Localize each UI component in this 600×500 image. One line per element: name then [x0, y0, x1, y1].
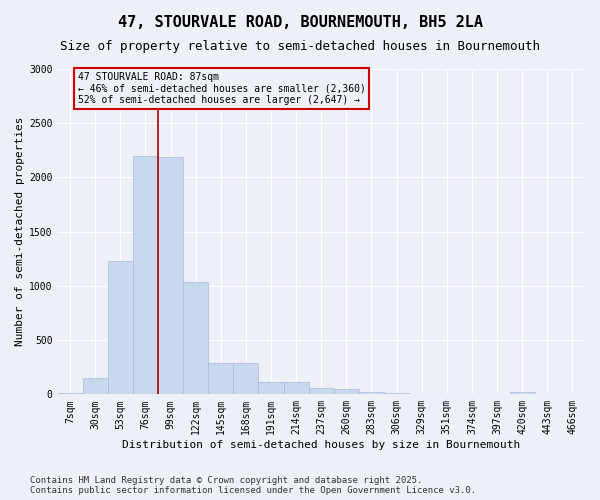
Text: Contains HM Land Registry data © Crown copyright and database right 2025.
Contai: Contains HM Land Registry data © Crown c…	[30, 476, 476, 495]
Bar	[83, 378, 108, 394]
Bar	[309, 388, 334, 394]
Bar	[359, 392, 384, 394]
Bar	[284, 382, 309, 394]
Bar	[259, 382, 284, 394]
Text: 47 STOURVALE ROAD: 87sqm
← 46% of semi-detached houses are smaller (2,360)
52% o: 47 STOURVALE ROAD: 87sqm ← 46% of semi-d…	[77, 72, 365, 106]
Bar	[334, 390, 359, 394]
Bar	[384, 392, 409, 394]
Bar	[233, 363, 259, 394]
Text: 47, STOURVALE ROAD, BOURNEMOUTH, BH5 2LA: 47, STOURVALE ROAD, BOURNEMOUTH, BH5 2LA	[118, 15, 482, 30]
Bar	[158, 157, 183, 394]
Bar	[183, 282, 208, 395]
X-axis label: Distribution of semi-detached houses by size in Bournemouth: Distribution of semi-detached houses by …	[122, 440, 520, 450]
Bar	[108, 261, 133, 394]
Bar	[58, 393, 83, 394]
Bar	[208, 363, 233, 394]
Bar	[133, 156, 158, 394]
Text: Size of property relative to semi-detached houses in Bournemouth: Size of property relative to semi-detach…	[60, 40, 540, 53]
Bar	[509, 392, 535, 394]
Y-axis label: Number of semi-detached properties: Number of semi-detached properties	[15, 117, 25, 346]
